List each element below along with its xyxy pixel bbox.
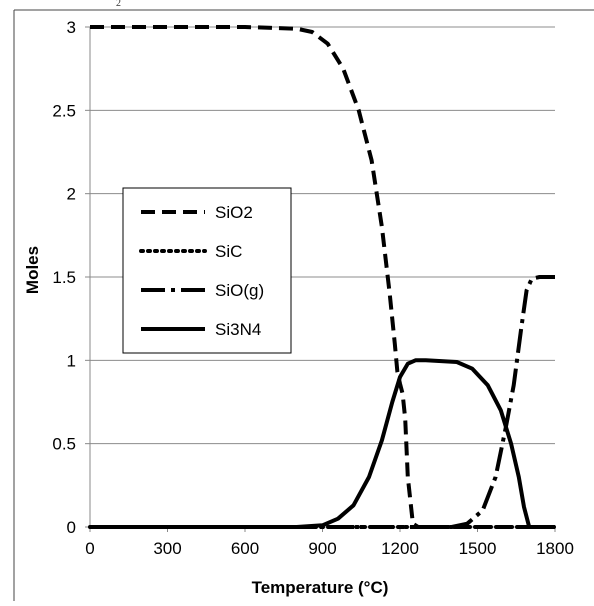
series-line-sio-g- — [90, 275, 555, 529]
x-tick-label-3: 900 — [308, 539, 336, 558]
x-tick-label-2: 600 — [231, 539, 259, 558]
y-tick-label-1: 0.5 — [52, 435, 76, 454]
y-tick-label-5: 2.5 — [52, 101, 76, 120]
y-tick-label-2: 1 — [67, 351, 76, 370]
series-line-sio2 — [90, 25, 555, 529]
x-tick-label-4: 1200 — [381, 539, 419, 558]
cut-off-label: 2 — [116, 0, 121, 9]
x-tick-label-1: 300 — [153, 539, 181, 558]
x-axis-label: Temperature (°C) — [252, 578, 389, 597]
y-axis-label: Moles — [23, 246, 42, 294]
series-lines — [88, 25, 557, 529]
y-tick-labels: 0 0.5 1 1.5 2 2.5 3 — [52, 18, 76, 537]
x-tick-labels: 0 300 600 900 1200 1500 1800 — [85, 539, 574, 558]
legend-label-2: SiO(g) — [215, 281, 264, 300]
series-line-si3n4 — [90, 358, 555, 529]
x-tick-label-6: 1800 — [536, 539, 574, 558]
x-tick-label-0: 0 — [85, 539, 94, 558]
y-tick-label-6: 3 — [67, 18, 76, 37]
y-tick-label-0: 0 — [67, 518, 76, 537]
legend-label-1: SiC — [215, 242, 242, 261]
legend-box — [122, 187, 292, 354]
y-tick-label-3: 1.5 — [52, 268, 76, 287]
y-tick-label-4: 2 — [67, 185, 76, 204]
legend-label-0: SiO2 — [215, 203, 253, 222]
legend-label-3: Si3N4 — [215, 320, 261, 339]
axes — [13, 9, 594, 601]
x-tick-label-5: 1500 — [459, 539, 497, 558]
legend: SiO2 SiC SiO(g) Si3N4 — [122, 187, 292, 354]
